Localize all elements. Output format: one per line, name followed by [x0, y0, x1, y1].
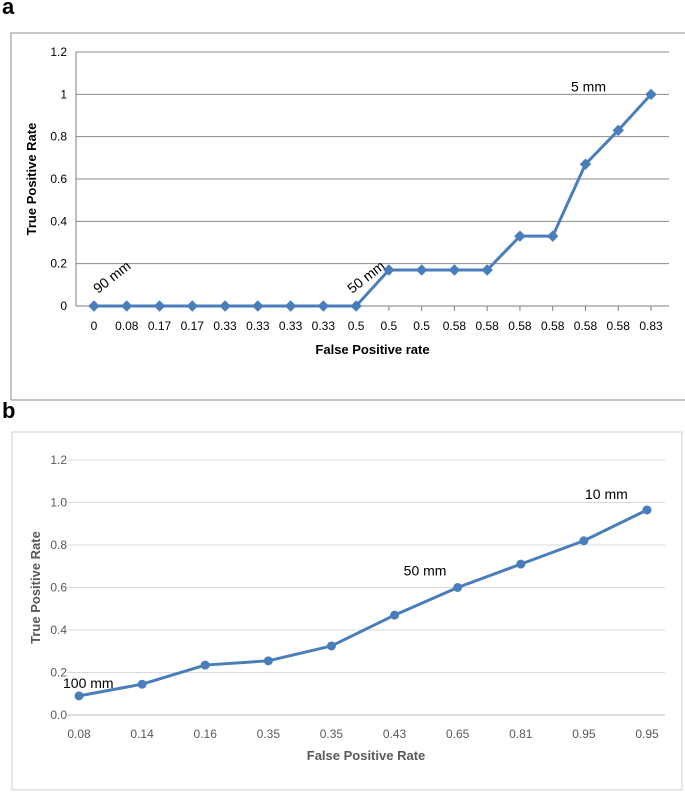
chart-a-x-tick: 0.5: [413, 319, 430, 333]
chart-b-data-point: [453, 583, 463, 592]
chart-a-x-tick: 0.58: [574, 319, 598, 333]
chart-b-x-tick: 0.08: [67, 727, 91, 741]
chart-a-annotation: 5 mm: [571, 78, 606, 94]
chart-b-y-tick: 1.0: [50, 496, 67, 510]
chart-b-data-point: [390, 610, 400, 620]
chart-b-x-tick: 0.16: [194, 727, 218, 741]
chart-a-data-point: [252, 300, 264, 312]
chart-a-data-point: [514, 230, 526, 242]
chart-b-frame: [11, 431, 683, 791]
chart-a-x-tick: 0.58: [508, 319, 532, 333]
chart-b-data-point: [642, 505, 652, 515]
chart-a-y-tick: 0.4: [50, 214, 67, 228]
chart-b-y-tick: 0.6: [50, 581, 67, 595]
chart-a-x-tick: 0.58: [475, 319, 499, 333]
chart-a: 0 0.2 0.4 0.6 0.8 1 1.2 0 0.08 0.17 0.17 0.33 0.33 0.…: [10, 32, 685, 401]
chart-a-data-point: [612, 124, 624, 137]
chart-a-data-point: [481, 264, 493, 276]
chart-b-y-tick: 1.2: [50, 453, 67, 467]
chart-b-data-point: [137, 679, 147, 689]
chart-a-data-point: [415, 264, 428, 276]
chart-a-y-title: True Positive Rate: [24, 123, 39, 236]
chart-b-annotation: 50 mm: [404, 563, 447, 579]
chart-a-data-point: [88, 300, 100, 312]
chart-b-data-point: [74, 691, 84, 701]
chart-b-y-tick: 0.0: [50, 708, 67, 722]
chart-b-data-point: [579, 536, 589, 546]
chart-a-x-tick: 0.83: [639, 319, 663, 333]
chart-a-data-point: [153, 300, 166, 312]
chart-a-x-tick: 0.33: [246, 319, 270, 333]
chart-b-x-title: False Positive Rate: [307, 748, 426, 763]
chart-a-y-tick: 0.8: [50, 130, 67, 144]
chart-a-x-tick: 0.17: [148, 319, 172, 333]
chart-a-x-tick: 0.58: [443, 319, 467, 333]
chart-a-x-tick: 0.08: [115, 319, 139, 333]
chart-a-data-point: [186, 300, 199, 312]
chart-a-x-tick: 0.58: [607, 319, 631, 333]
chart-b-x-tick: 0.81: [509, 727, 533, 741]
chart-a-x-tick: 0.58: [541, 319, 565, 333]
chart-b-data-point: [200, 660, 210, 670]
chart-b-annotation: 10 mm: [585, 486, 628, 502]
chart-b-series-line: [78, 508, 648, 698]
chart-b-x-tick: 0.65: [446, 727, 470, 741]
chart-b-x-tick: 0.14: [130, 727, 154, 741]
chart-a-x-tick: 0.5: [348, 319, 365, 333]
chart-b-data-point: [263, 656, 273, 666]
chart-a-data-point: [645, 88, 657, 101]
chart-a-data-point: [121, 300, 133, 312]
chart-a-x-tick: 0.33: [279, 319, 303, 333]
chart-b-x-tick: 0.95: [635, 727, 659, 741]
chart-b-x-tick: 0.43: [383, 727, 407, 741]
chart-b-y-title: True Positive Rate: [28, 531, 43, 644]
chart-a-data-point: [546, 230, 559, 242]
chart-a-data-point: [383, 264, 395, 276]
chart-a-data-point: [317, 300, 330, 312]
chart-a-y-tick: 0: [60, 299, 67, 313]
chart-b-y-tick: 0.2: [50, 666, 67, 680]
chart-b-y-tick: 0.8: [50, 538, 67, 552]
chart-a-y-tick: 1.2: [50, 45, 67, 59]
panel-label-a: a: [2, 0, 15, 19]
chart-a-data-point: [284, 300, 297, 312]
chart-a-x-tick: 0.17: [181, 319, 205, 333]
chart-a-y-tick: 0.6: [50, 172, 67, 186]
chart-a-y-tick: 1: [60, 87, 67, 101]
chart-b-x-tick: 0.95: [572, 727, 596, 741]
chart-a-data-point: [219, 300, 231, 312]
chart-a-x-tick: 0.5: [381, 319, 398, 333]
chart-a-x-tick: 0: [91, 319, 98, 333]
chart-a-data-point: [448, 264, 461, 276]
chart-a-x-tick: 0.33: [213, 319, 237, 333]
chart-a-data-point: [350, 300, 362, 312]
panel-label-b: b: [2, 398, 16, 423]
chart-b-x-tick: 0.35: [320, 727, 344, 741]
chart-b-x-tick: 0.35: [257, 727, 281, 741]
chart-b-data-point: [516, 559, 526, 569]
chart-a-x-title: False Positive rate: [315, 342, 429, 357]
chart-a-y-tick: 0.2: [50, 257, 67, 271]
chart-b-annotation: 100 mm: [63, 675, 114, 691]
chart-b-y-tick: 0.4: [50, 623, 67, 637]
chart-a-x-tick: 0.33: [312, 319, 336, 333]
chart-a-data-point: [579, 158, 592, 170]
chart-b-data-point: [326, 641, 336, 651]
